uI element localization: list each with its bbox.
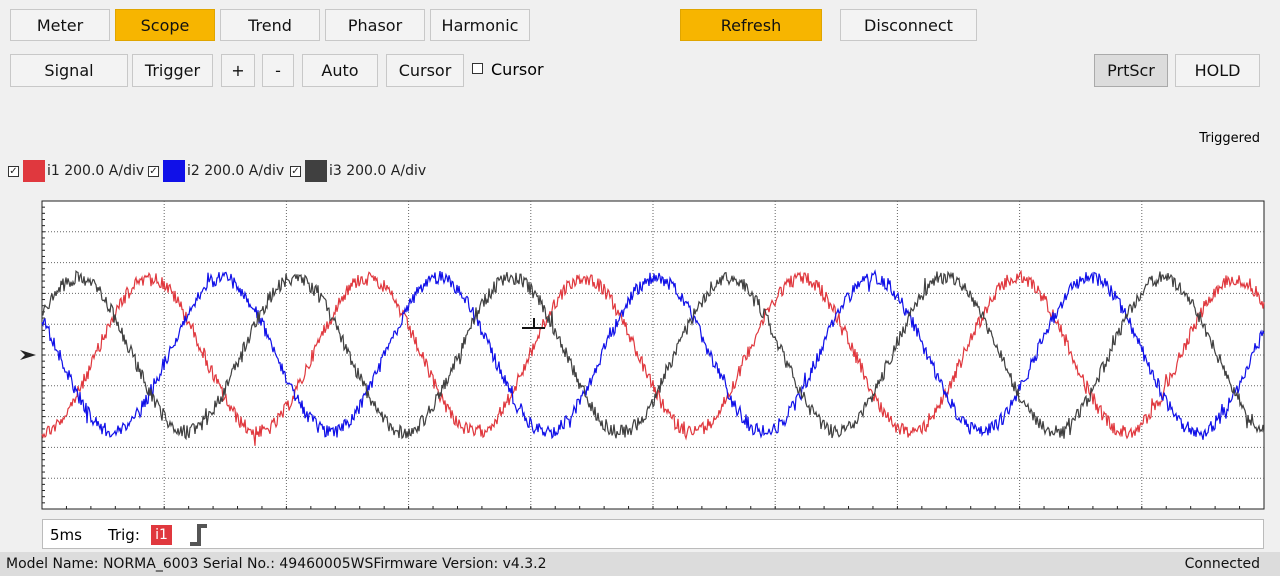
- tab-button[interactable]: Trend: [220, 9, 320, 41]
- action-button[interactable]: Refresh: [680, 9, 822, 41]
- trigger-channel: i1: [151, 525, 172, 545]
- toolbar-button[interactable]: Trigger: [132, 54, 213, 87]
- trigger-edge-icon: [190, 524, 207, 546]
- channel-label: i2 200.0 A/div: [187, 163, 285, 179]
- tab-button[interactable]: Phasor: [325, 9, 425, 41]
- channel-checkbox[interactable]: ✓: [8, 165, 19, 177]
- channel-legend: ✓ i2 200.0 A/div: [148, 159, 284, 183]
- trigger-level-marker: [20, 350, 36, 360]
- channel-legend: ✓ i1 200.0 A/div: [8, 159, 144, 183]
- timebase: 5ms: [50, 526, 82, 544]
- channel-swatch: [23, 160, 45, 182]
- right-button[interactable]: PrtScr: [1094, 54, 1168, 87]
- device-info: Model Name: NORMA_6003 Serial No.: 49460…: [6, 556, 547, 572]
- channel-label: i1 200.0 A/div: [47, 163, 145, 179]
- toolbar-button[interactable]: Cursor: [386, 54, 464, 87]
- connection-status: Connected: [1184, 556, 1260, 572]
- channel-legend: ✓ i3 200.0 A/div: [290, 159, 426, 183]
- waveform: [41, 269, 1265, 440]
- trigger-label: Trig:: [108, 526, 140, 544]
- tab-button[interactable]: Scope: [115, 9, 215, 41]
- toolbar-button[interactable]: Auto: [302, 54, 378, 87]
- status-bar: Model Name: NORMA_6003 Serial No.: 49460…: [0, 552, 1280, 576]
- cursor-checkbox[interactable]: [472, 63, 483, 74]
- channel-checkbox[interactable]: ✓: [290, 165, 301, 177]
- cursor-checkbox-label: Cursor: [491, 60, 544, 79]
- waveform: [41, 269, 1265, 441]
- channel-label: i3 200.0 A/div: [329, 163, 427, 179]
- info-bar: 5ms Trig: i1: [42, 519, 1264, 549]
- waveform: [41, 269, 1265, 446]
- tab-button[interactable]: Harmonic: [430, 9, 530, 41]
- channel-swatch: [163, 160, 185, 182]
- channel-swatch: [305, 160, 327, 182]
- tab-button[interactable]: Meter: [10, 9, 110, 41]
- channel-checkbox[interactable]: ✓: [148, 165, 159, 177]
- trigger-point-marker: [522, 318, 545, 329]
- toolbar-button[interactable]: +: [221, 54, 255, 87]
- toolbar-button[interactable]: -: [262, 54, 294, 87]
- action-button[interactable]: Disconnect: [840, 9, 977, 41]
- trigger-status: Triggered: [1199, 131, 1260, 146]
- right-button[interactable]: HOLD: [1175, 54, 1260, 87]
- scope-plot: [20, 200, 1265, 510]
- toolbar-button[interactable]: Signal: [10, 54, 128, 87]
